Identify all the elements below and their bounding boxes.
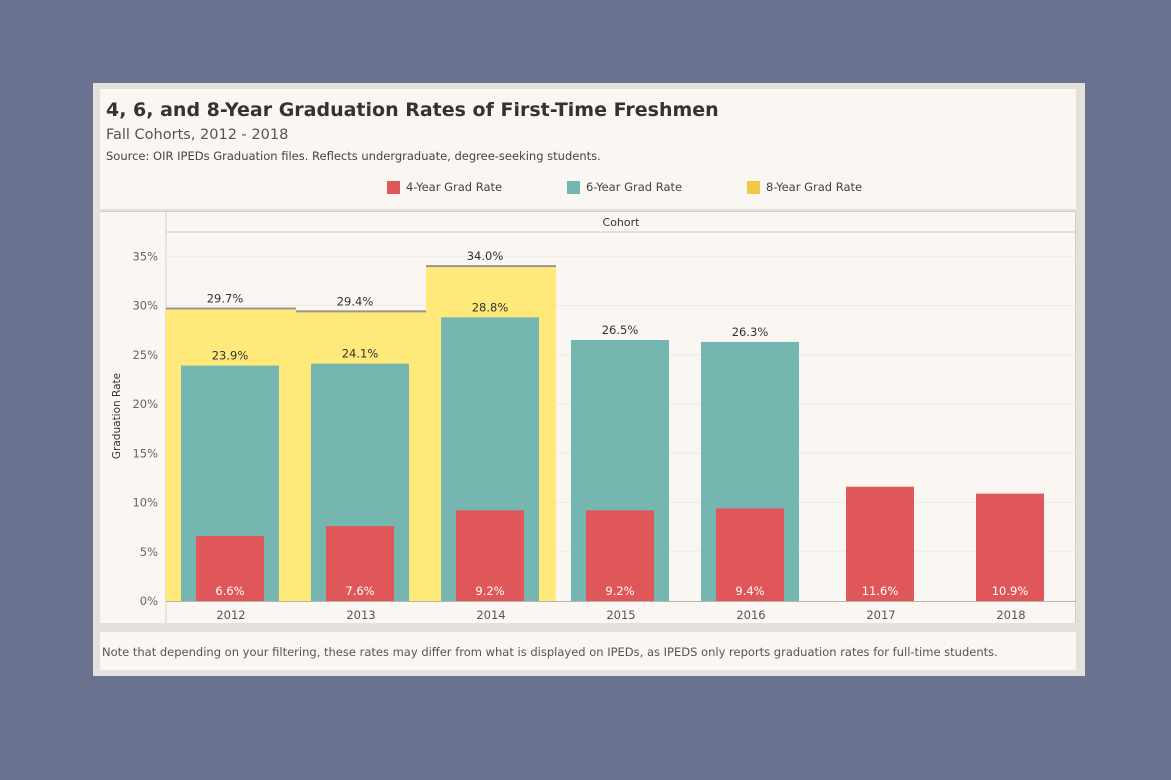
page-subtitle: Fall Cohorts, 2012 - 2018 bbox=[106, 127, 289, 143]
x-tick-label: 2015 bbox=[606, 608, 635, 622]
legend-item-8-year[interactable]: 8-Year Grad Rate bbox=[747, 180, 862, 194]
data-label-4-year: 6.6% bbox=[215, 584, 244, 598]
bar-4-year bbox=[326, 526, 394, 601]
data-label-8-year: 34.0% bbox=[467, 249, 504, 263]
legend-item-6-year[interactable]: 6-Year Grad Rate bbox=[567, 180, 682, 194]
x-tick-label: 2013 bbox=[346, 608, 375, 622]
y-tick-label: 20% bbox=[132, 397, 158, 411]
footer: Note that depending on your filtering, t… bbox=[100, 632, 1076, 670]
y-tick-label: 25% bbox=[132, 348, 158, 362]
data-label-6-year: 26.3% bbox=[732, 325, 769, 339]
y-tick-label: 5% bbox=[140, 545, 158, 559]
bar-4-year bbox=[586, 510, 654, 601]
footer-note: Note that depending on your filtering, t… bbox=[102, 645, 998, 659]
legend-swatch-8-year bbox=[747, 180, 760, 194]
data-label-6-year: 24.1% bbox=[342, 347, 379, 361]
data-label-4-year: 11.6% bbox=[862, 584, 899, 598]
legend-label-4-year: 4-Year Grad Rate bbox=[406, 180, 503, 194]
data-label-4-year: 10.9% bbox=[992, 584, 1029, 598]
data-label-6-year: 23.9% bbox=[212, 349, 249, 363]
x-tick-label: 2016 bbox=[736, 608, 765, 622]
data-label-4-year: 7.6% bbox=[345, 584, 374, 598]
legend-label-8-year: 8-Year Grad Rate bbox=[766, 180, 863, 194]
source-note: Source: OIR IPEDs Graduation files. Refl… bbox=[106, 149, 601, 163]
chart-header: 4, 6, and 8-Year Graduation Rates of Fir… bbox=[100, 89, 1076, 209]
y-tick-label: 10% bbox=[132, 496, 158, 510]
y-tick-label: 15% bbox=[132, 446, 158, 460]
legend-item-4-year[interactable]: 4-Year Grad Rate bbox=[387, 180, 502, 194]
bar-4-year bbox=[716, 508, 784, 601]
data-label-4-year: 9.4% bbox=[735, 584, 764, 598]
bar-4-year bbox=[976, 493, 1044, 601]
data-label-6-year: 26.5% bbox=[602, 323, 639, 337]
bar-chart: Cohort 0% 5% 10% 15% 20% 25% 30% 35% Graduation R… bbox=[100, 211, 1076, 623]
data-label-8-year: 29.4% bbox=[337, 294, 374, 308]
x-tick-label: 2017 bbox=[866, 608, 895, 622]
chart-area: Cohort 0% 5% 10% 15% 20% 25% 30% 35% Graduation R… bbox=[100, 211, 1076, 623]
data-label-6-year: 28.8% bbox=[472, 300, 509, 314]
bar-4-year bbox=[196, 535, 264, 601]
x-tick-label: 2012 bbox=[216, 608, 245, 622]
bar-4-year bbox=[456, 510, 524, 601]
column-header: Cohort bbox=[603, 216, 641, 229]
y-tick-label: 0% bbox=[140, 594, 158, 608]
bar-4-year bbox=[846, 486, 914, 601]
data-label-8-year: 29.7% bbox=[207, 291, 244, 305]
page-title: 4, 6, and 8-Year Graduation Rates of Fir… bbox=[106, 99, 719, 121]
legend-swatch-4-year bbox=[387, 180, 400, 194]
y-tick-label: 35% bbox=[132, 249, 158, 263]
data-label-4-year: 9.2% bbox=[605, 584, 634, 598]
data-label-4-year: 9.2% bbox=[475, 584, 504, 598]
y-axis-title: Graduation Rate bbox=[111, 373, 123, 459]
legend-label-6-year: 6-Year Grad Rate bbox=[586, 180, 683, 194]
x-tick-label: 2014 bbox=[476, 608, 505, 622]
x-tick-label: 2018 bbox=[996, 608, 1025, 622]
y-tick-label: 30% bbox=[132, 299, 158, 313]
legend-swatch-6-year bbox=[567, 180, 580, 194]
